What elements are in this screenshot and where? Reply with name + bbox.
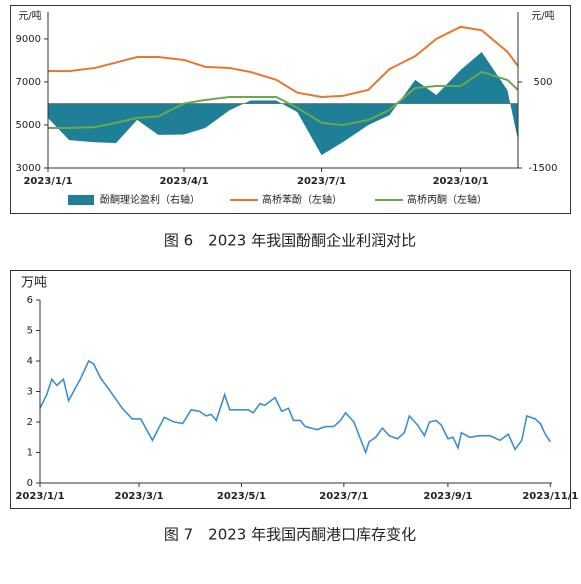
frame [10,5,571,214]
x-tick-label: 2023/10/1 [433,176,489,187]
y2-tick-label: 500 [533,77,552,88]
series-line [48,70,519,129]
y-tick-label: 1 [27,448,33,459]
y-tick-label: 9000 [16,34,41,45]
y2-axis-label: 元/吨 [531,9,554,22]
legend-label: 高桥丙酮（左轴） [407,193,487,206]
x-tick-label: 2023/1/1 [15,491,64,502]
y-tick-label: 5000 [16,120,41,131]
y-tick-label: 3 [27,387,33,398]
x-tick-label: 2023/7/1 [319,491,368,502]
y-tick-label: 6 [27,295,33,306]
x-tick-label: 2023/3/1 [115,491,164,502]
chart-title: 图 6 2023 年我国酚酮企业利润对比 [164,232,416,250]
series-line [39,359,551,455]
chart-title: 图 7 2023 年我国丙酮港口库存变化 [164,526,416,544]
x-tick-label: 2023/1/1 [23,176,72,187]
y-tick-label: 2 [27,417,33,428]
y-tick-label: 3000 [16,163,41,174]
x-tick-label: 2023/7/1 [297,176,346,187]
x-tick-label: 2023/11/1 [522,491,578,502]
y-axis-label: 万吨 [21,276,47,291]
y-tick-label: 4 [27,356,33,367]
axis [39,300,552,484]
x-tick-label: 2023/5/1 [217,491,266,502]
legend-swatch [68,195,94,205]
profit-area [48,51,518,156]
y-tick-label: 5 [27,326,33,337]
x-tick-label: 2023/9/1 [423,491,472,502]
legend-label: 酚酮理论盈利（右轴） [100,193,200,206]
x-tick-label: 2023/4/1 [159,176,208,187]
axis [47,12,519,169]
y-tick-label: 7000 [16,77,41,88]
y-tick-label: 0 [27,478,33,489]
y-axis-label: 元/吨 [18,9,41,22]
y2-tick-label: -1500 [528,163,557,174]
frame [10,270,571,509]
series-line [47,25,519,98]
legend-label: 高桥苯酚（左轴） [262,193,342,206]
